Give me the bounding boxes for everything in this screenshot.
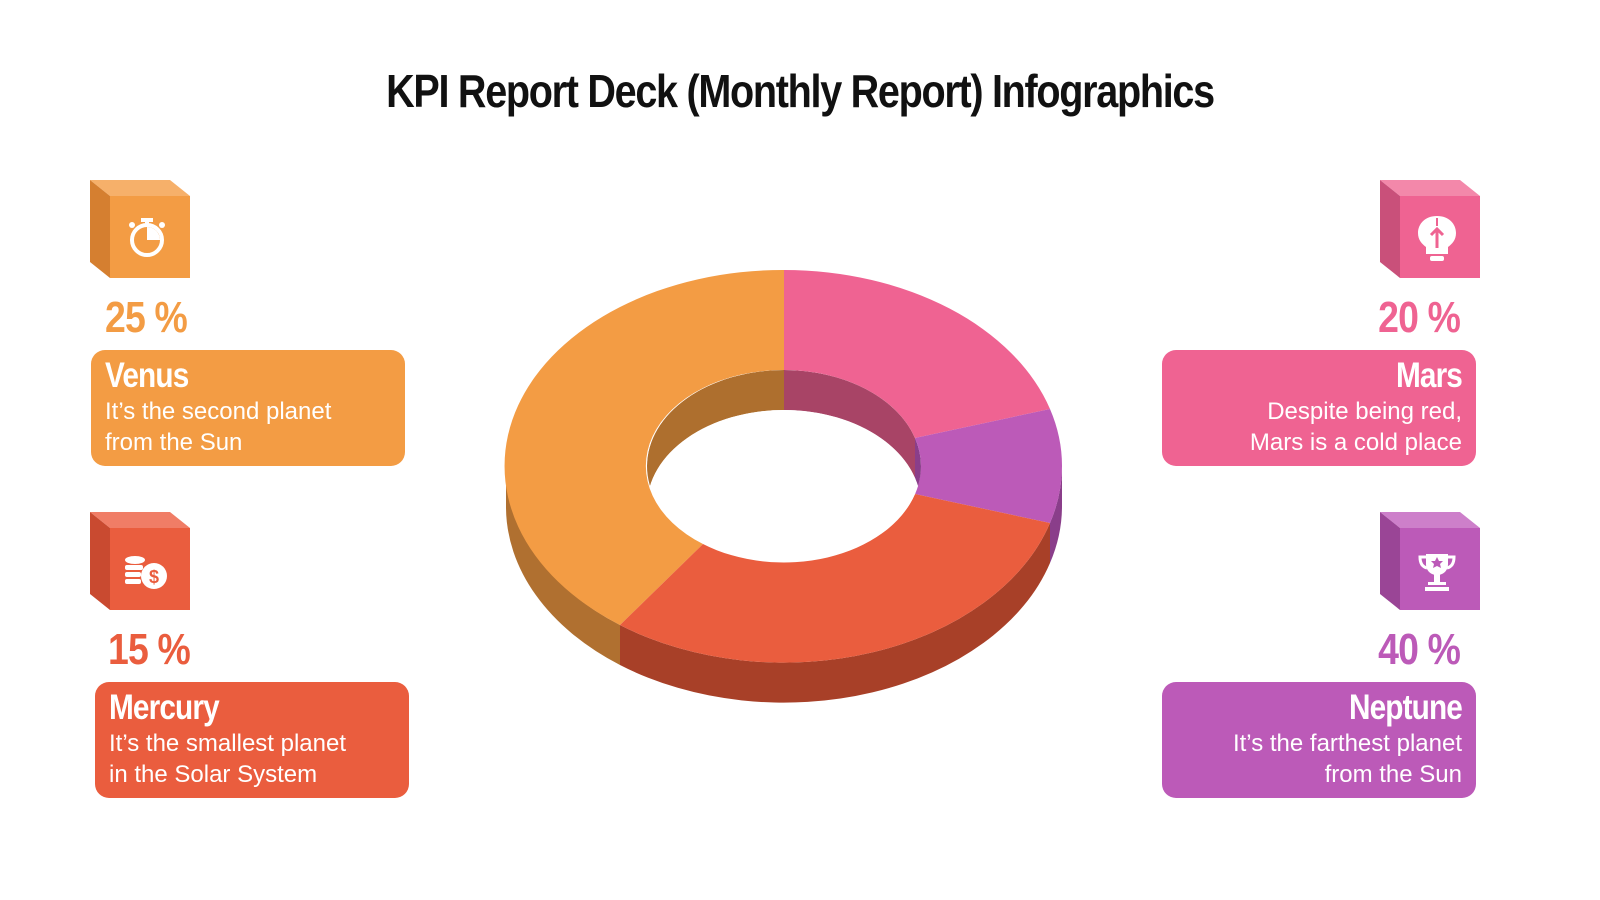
mercury-slice-side xyxy=(620,523,1050,703)
venus-icon-cube xyxy=(90,180,190,278)
venus-desc-line2: from the Sun xyxy=(105,429,243,456)
mercury-icon-cube: $ xyxy=(90,512,190,610)
mercury-desc-line1: It’s the smallest planet xyxy=(109,730,347,757)
mercury-name: Mercury xyxy=(109,688,220,727)
coins-dollar-icon: $ xyxy=(125,556,167,589)
venus-slice-side xyxy=(505,466,620,665)
trophy-icon xyxy=(1418,554,1456,591)
venus-percent: 25 % xyxy=(105,293,188,342)
neptune-icon-cube xyxy=(1380,512,1480,610)
venus-card: Venus It’s the second planet from the Su… xyxy=(91,350,405,466)
mars-desc-line1: Despite being red, xyxy=(1267,398,1462,425)
mars-desc-line2: Mars is a cold place xyxy=(1249,429,1462,456)
page-title: KPI Report Deck (Monthly Report) Infogra… xyxy=(386,65,1215,117)
mars-percent: 20 % xyxy=(1378,293,1461,342)
mercury-desc-line2: in the Solar System xyxy=(109,761,318,788)
mars-icon-cube xyxy=(1380,180,1480,278)
mercury-card: Mercury It’s the smallest planet in the … xyxy=(95,682,409,798)
neptune-slice-side xyxy=(1050,466,1062,563)
mercury-percent: 15 % xyxy=(108,625,191,674)
mars-name: Mars xyxy=(1395,356,1463,395)
mars-card: Mars Despite being red, Mars is a cold p… xyxy=(1162,350,1476,466)
mercury-slice xyxy=(620,494,1050,663)
stopwatch-icon xyxy=(129,218,165,257)
venus-slice xyxy=(504,269,784,625)
svg-text:$: $ xyxy=(149,567,159,587)
brain-idea-icon xyxy=(1418,216,1456,261)
neptune-percent: 40 % xyxy=(1378,625,1461,674)
mars-slice xyxy=(784,269,1050,438)
neptune-slice xyxy=(915,409,1063,523)
neptune-desc-line2: from the Sun xyxy=(1324,761,1462,788)
venus-name: Venus xyxy=(105,356,189,395)
venus-desc-line1: It’s the second planet xyxy=(105,398,332,425)
neptune-name: Neptune xyxy=(1348,688,1463,727)
neptune-card: Neptune It’s the farthest planet from th… xyxy=(1162,682,1476,798)
neptune-desc-line1: It’s the farthest planet xyxy=(1232,730,1462,757)
